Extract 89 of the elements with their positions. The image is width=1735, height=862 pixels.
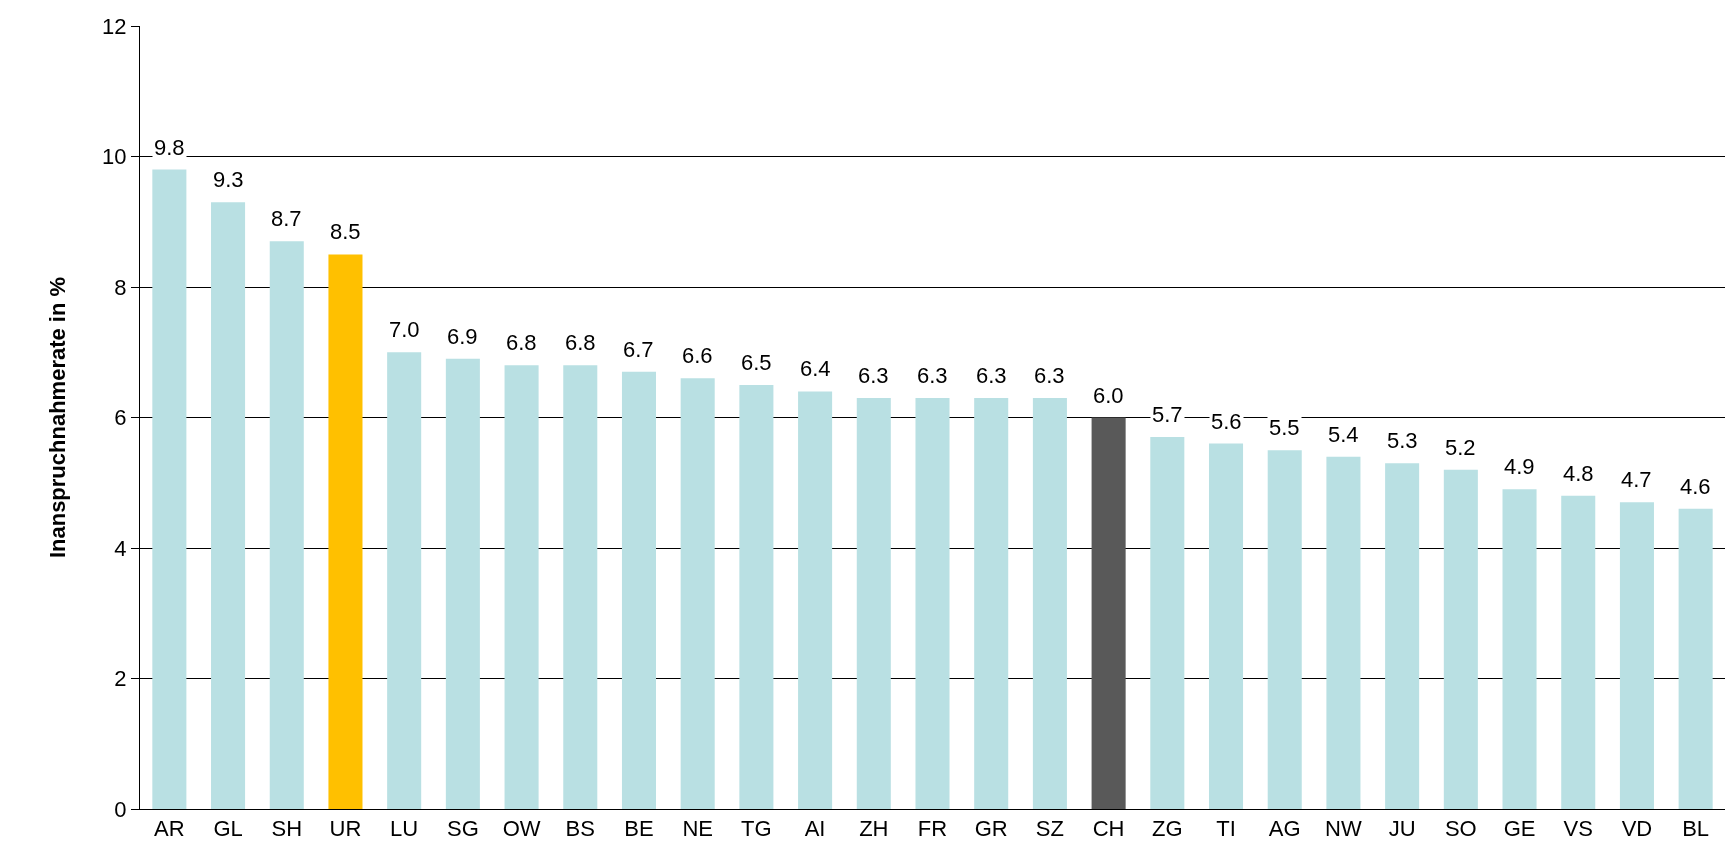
bar [387, 352, 422, 809]
data-label: 9.3 [213, 167, 244, 192]
x-tick-label: ZH [859, 816, 889, 842]
bar [1619, 502, 1654, 809]
y-axis-title: Inanspruchnahmerate in % [44, 276, 70, 559]
data-label: 5.4 [1328, 422, 1359, 447]
x-tick-label: UR [329, 816, 362, 842]
bar [915, 397, 950, 809]
x-tick-label: ZG [1152, 816, 1183, 842]
data-label: 9.8 [154, 135, 185, 160]
bar [1326, 456, 1361, 809]
bar [798, 391, 833, 809]
y-tick-label: 12 [102, 13, 127, 39]
bar [856, 397, 891, 809]
x-tick-label: SH [271, 816, 303, 842]
x-tick-label: SO [1444, 816, 1477, 842]
data-label: 5.2 [1445, 435, 1476, 460]
bar [1091, 417, 1126, 809]
bar [1443, 469, 1478, 809]
data-label: 6.3 [858, 363, 889, 388]
y-tick-label: 6 [114, 405, 127, 431]
x-tick-label: CH [1092, 816, 1125, 842]
bar [269, 241, 304, 809]
x-tick-label: TG [741, 816, 772, 842]
x-tick-label: NW [1325, 816, 1362, 842]
y-tick-label: 2 [114, 666, 127, 692]
data-label: 5.5 [1269, 415, 1300, 440]
x-tick-label: BE [624, 816, 654, 842]
x-tick-label: FR [917, 816, 948, 842]
x-tick-label: SG [446, 816, 479, 842]
data-label: 7.0 [389, 317, 420, 342]
x-tick-label: GL [213, 816, 243, 842]
data-label: 4.8 [1563, 461, 1594, 486]
y-tick-label: 0 [114, 796, 127, 822]
data-label: 8.7 [271, 206, 302, 231]
data-label: 8.5 [330, 219, 361, 244]
x-tick-label: AR [154, 816, 185, 842]
data-label: 6.3 [976, 363, 1007, 388]
bar [1267, 450, 1302, 809]
data-label: 6.3 [1034, 363, 1065, 388]
data-label: 6.8 [506, 330, 537, 355]
y-tick-label: 4 [114, 535, 127, 561]
bar [211, 202, 246, 809]
data-label: 4.9 [1504, 454, 1535, 479]
bar [328, 254, 363, 809]
bar [1502, 489, 1537, 809]
data-label: 4.7 [1621, 467, 1652, 492]
data-label: 6.5 [741, 350, 772, 375]
bar [1208, 443, 1244, 809]
bar [445, 358, 480, 809]
data-label: 6.3 [917, 363, 948, 388]
bar [1678, 508, 1713, 809]
data-label: 6.0 [1093, 383, 1124, 408]
bar [1032, 397, 1067, 809]
x-tick-label: JU [1388, 816, 1416, 842]
bar [152, 169, 187, 809]
x-tick-label: GR [974, 816, 1008, 842]
bar [504, 365, 539, 809]
bar [739, 384, 774, 809]
x-tick-label: BS [565, 816, 595, 842]
x-tick-label: BL [1682, 816, 1710, 842]
data-label: 5.7 [1152, 402, 1183, 427]
data-label: 6.9 [447, 324, 478, 349]
y-tick-label: 8 [114, 274, 127, 300]
data-label: 4.6 [1680, 474, 1711, 499]
data-label: 6.6 [682, 343, 713, 368]
x-tick-label: NE [682, 816, 713, 842]
x-tick-label: GE [1503, 816, 1536, 842]
x-tick-label: SZ [1035, 816, 1064, 842]
data-label: 6.7 [623, 337, 654, 362]
data-label: 6.8 [565, 330, 596, 355]
x-tick-label: AI [804, 816, 826, 842]
bar [563, 365, 598, 809]
bar [680, 378, 715, 809]
bar [1150, 437, 1185, 809]
x-tick-label: VD [1621, 816, 1653, 842]
data-label: 6.4 [800, 356, 831, 381]
bar [974, 397, 1009, 809]
bar [1561, 495, 1596, 809]
x-tick-label: OW [502, 816, 541, 842]
x-tick-label: VS [1563, 816, 1593, 842]
y-tick-label: 10 [102, 144, 127, 170]
x-tick-label: AG [1268, 816, 1301, 842]
bar [1385, 463, 1420, 809]
x-tick-label: TI [1216, 816, 1236, 842]
data-label: 5.6 [1211, 409, 1242, 434]
x-tick-label: LU [390, 816, 419, 842]
data-label: 5.3 [1387, 428, 1418, 453]
bar [621, 371, 657, 809]
